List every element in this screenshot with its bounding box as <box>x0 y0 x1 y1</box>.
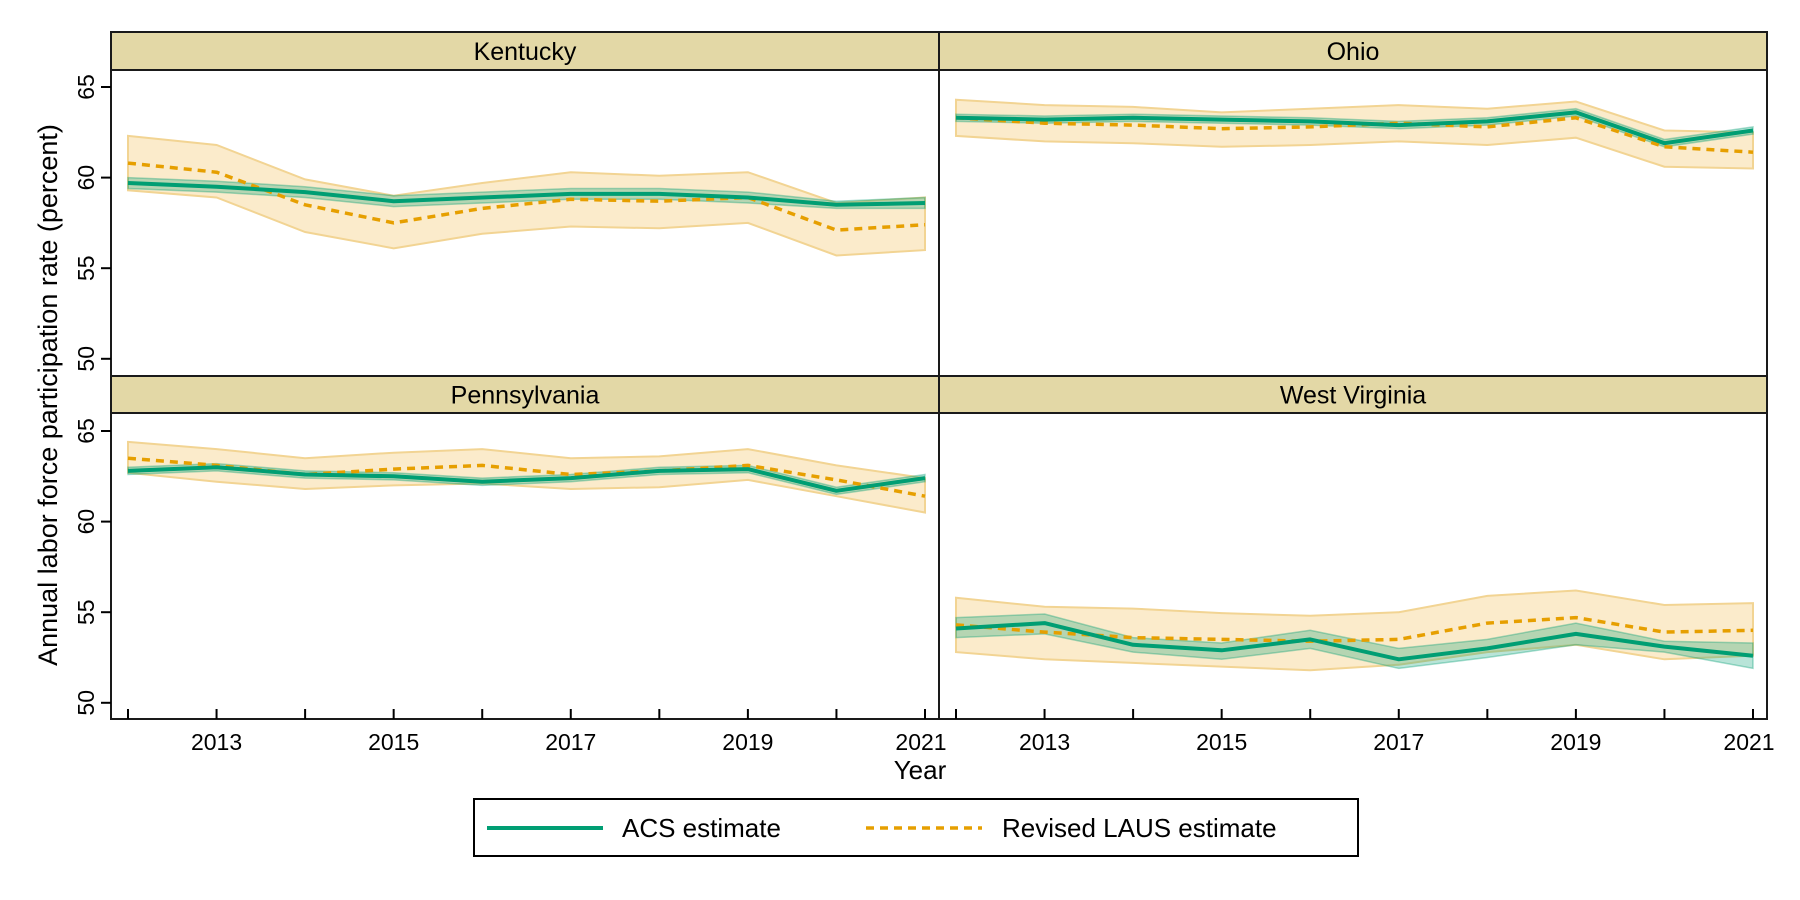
panel-strip <box>938 31 1768 71</box>
plot-content <box>955 589 1754 672</box>
panel-strip <box>938 375 1768 414</box>
x-tick-label: 2013 <box>191 729 242 755</box>
x-tick-label: 2021 <box>895 729 946 755</box>
plot-content <box>955 98 1754 170</box>
panel-title: Ohio <box>1327 38 1380 66</box>
x-tick-label: 2015 <box>368 729 419 755</box>
y-tick-label: 50 <box>73 690 99 716</box>
acs-confidence-band <box>127 176 926 210</box>
acs-line <box>127 465 926 493</box>
laus-line <box>127 161 926 232</box>
laus-confidence-band <box>127 440 926 514</box>
plot-frame <box>938 412 1768 720</box>
y-tick-label: 60 <box>73 509 99 535</box>
axes: 50 55 60 65 50 55 60 65 2013 2015 2017 2019 2021 2013… <box>73 74 1775 755</box>
y-axis-title: Annual labor force participation rate (p… <box>33 124 63 666</box>
y-tick-label: 65 <box>73 74 99 100</box>
panel-kentucky: Kentucky <box>110 31 940 377</box>
x-tick-label: 2013 <box>1019 729 1070 755</box>
legend-acs-label: ACS estimate <box>622 813 781 843</box>
y-tick-label: 50 <box>73 346 99 372</box>
y-tick-label: 55 <box>73 255 99 281</box>
panels: Kentucky Ohio Pennsylvania West Virginia <box>110 31 1768 720</box>
x-tick-label: 2015 <box>1196 729 1247 755</box>
plot-area <box>939 413 1767 719</box>
plot-content <box>127 440 926 514</box>
panel-pennsylvania: Pennsylvania <box>110 375 940 720</box>
y-tick-label: 65 <box>73 418 99 444</box>
x-tick-label: 2017 <box>1373 729 1424 755</box>
legend: ACS estimate Revised LAUS estimate <box>473 798 1359 857</box>
x-tick-label: 2021 <box>1723 729 1774 755</box>
acs-line <box>127 181 926 207</box>
panel-ohio: Ohio <box>938 31 1768 377</box>
panel-title: West Virginia <box>1280 382 1426 410</box>
y-tick-label: 55 <box>73 599 99 625</box>
acs-line <box>955 110 1754 146</box>
x-axis-title: Year <box>894 755 947 785</box>
y-tick-label: 60 <box>73 165 99 191</box>
plot-content <box>127 134 926 257</box>
panel-strip <box>110 31 940 71</box>
x-tick-label: 2019 <box>722 729 773 755</box>
x-tick-label: 2017 <box>545 729 596 755</box>
x-tick-label: 2019 <box>1550 729 1601 755</box>
panel-west-virginia: West Virginia <box>938 375 1768 720</box>
panel-title: Kentucky <box>474 38 577 66</box>
acs-line <box>955 621 1754 662</box>
panel-title: Pennsylvania <box>451 382 600 410</box>
legend-laus-label: Revised LAUS estimate <box>1002 813 1277 843</box>
